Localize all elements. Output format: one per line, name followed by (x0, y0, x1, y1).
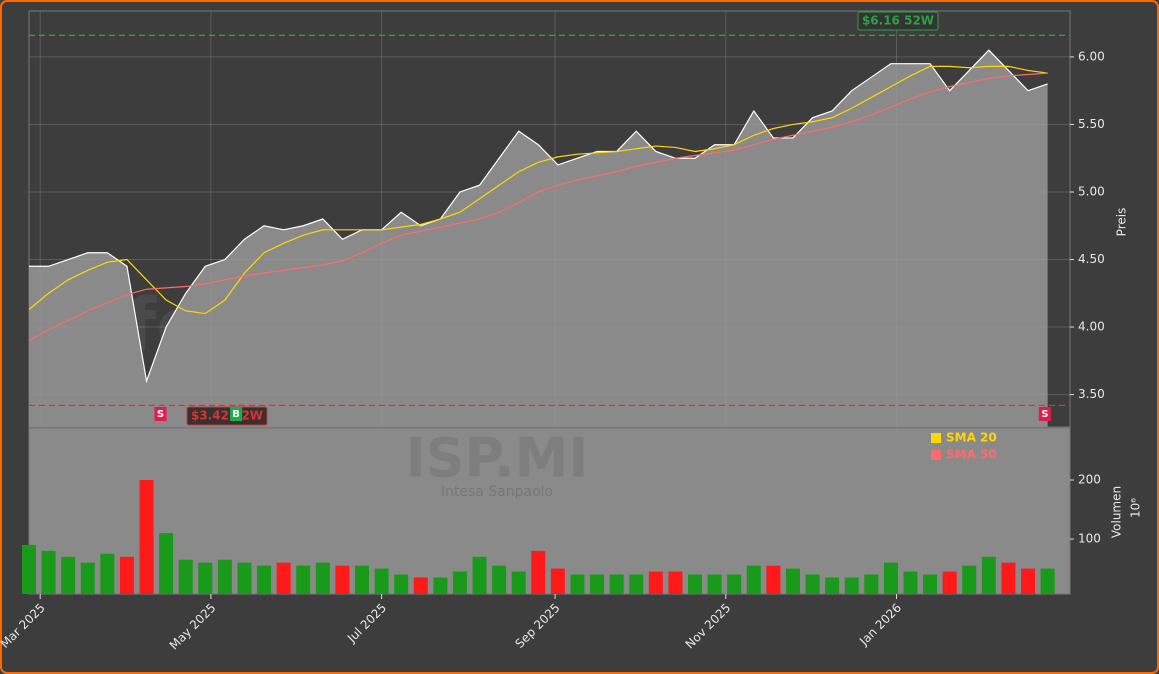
volume-bar (531, 550, 546, 594)
volume-bar (80, 562, 95, 594)
y-tick-label: 6.00 (1078, 49, 1105, 63)
volume-bar (648, 571, 663, 594)
y-tick-label: 5.50 (1078, 117, 1105, 131)
price-line (29, 49, 1048, 384)
signal-marker (1038, 407, 1051, 421)
volume-bar (942, 571, 957, 594)
volume-bar (1021, 568, 1036, 594)
legend-swatch (931, 450, 941, 460)
volume-bar (609, 574, 624, 594)
volume-bar (746, 565, 761, 594)
volume-bar (413, 577, 428, 594)
volume-bar (707, 574, 722, 594)
y2-unit: 10⁶ (1129, 498, 1143, 518)
volume-bar (159, 533, 174, 594)
legend-label: SMA 50 (946, 448, 997, 462)
signal-marker (154, 407, 167, 421)
annotation-box (186, 406, 268, 426)
y-tick-label: 4.50 (1078, 252, 1105, 266)
y-axis-label: Preis (1115, 208, 1129, 237)
volume-bar (923, 574, 938, 594)
volume-bar (433, 577, 448, 594)
volume-bar (276, 562, 291, 594)
volume-bar (962, 565, 977, 594)
signal-label: B (232, 409, 240, 420)
y2-tick-label: 100 (1078, 532, 1101, 546)
legend-label: SMA 20 (946, 431, 997, 445)
volume-bar (668, 571, 683, 594)
volume-bar (805, 574, 820, 594)
volume-bar (100, 553, 115, 594)
y-tick-label: 4.00 (1078, 320, 1105, 334)
annotation: $3.42 52W (191, 409, 263, 423)
y2-axis-label: Volumen (1110, 486, 1124, 538)
volume-bar (217, 559, 232, 594)
volume-bar (178, 559, 193, 594)
volume-bar (844, 577, 859, 594)
sma-line (28, 72, 1048, 342)
volume-bar (139, 479, 154, 594)
volume-bar (257, 565, 272, 594)
volume-bar (335, 565, 350, 594)
volume-bar (629, 574, 644, 594)
company: Intesa Sanpaolo (441, 484, 553, 500)
y2-tick-label: 200 (1078, 472, 1101, 486)
volume-bar (394, 574, 409, 594)
annotation: $6.16 52W (862, 14, 934, 28)
volume-bar (590, 574, 605, 594)
volume-bar (1040, 568, 1055, 594)
price-area (29, 50, 1048, 428)
signal-label: S (1041, 409, 1048, 420)
y-tick-label: 3.50 (1078, 387, 1105, 401)
volume-bar (570, 574, 585, 594)
volume-bar (472, 556, 487, 594)
volume-bar (61, 556, 76, 594)
y-tick-label: 5.00 (1078, 184, 1105, 198)
legend-swatch (931, 433, 941, 443)
volume-bar (1001, 562, 1016, 594)
volume-bar (119, 556, 134, 594)
volume-bar (688, 574, 703, 594)
volume-bar (883, 562, 898, 594)
volume-bar (198, 562, 213, 594)
volume-bar (452, 571, 467, 594)
volume-bar (315, 562, 330, 594)
volume-bar (374, 568, 389, 594)
volume-bar (511, 571, 526, 594)
volume-bar (981, 556, 996, 594)
volume-bar (22, 544, 36, 594)
volume-bar (237, 562, 252, 594)
volume-bar (355, 565, 370, 594)
volume-bar (492, 565, 507, 594)
annotation-box (857, 11, 939, 31)
ticker: ISP.MI (406, 427, 589, 490)
volume-bar (825, 577, 840, 594)
volume-bar (766, 565, 781, 594)
signal-marker (230, 407, 243, 421)
volume-bar (550, 568, 565, 594)
volume-bar (785, 568, 800, 594)
volume-bar (903, 571, 918, 594)
sma-line (28, 65, 1048, 315)
volume-bar (296, 565, 311, 594)
volume-bar (727, 574, 742, 594)
volume-bar (41, 550, 56, 594)
signal-label: S (157, 409, 164, 420)
volume-bar (864, 574, 879, 594)
